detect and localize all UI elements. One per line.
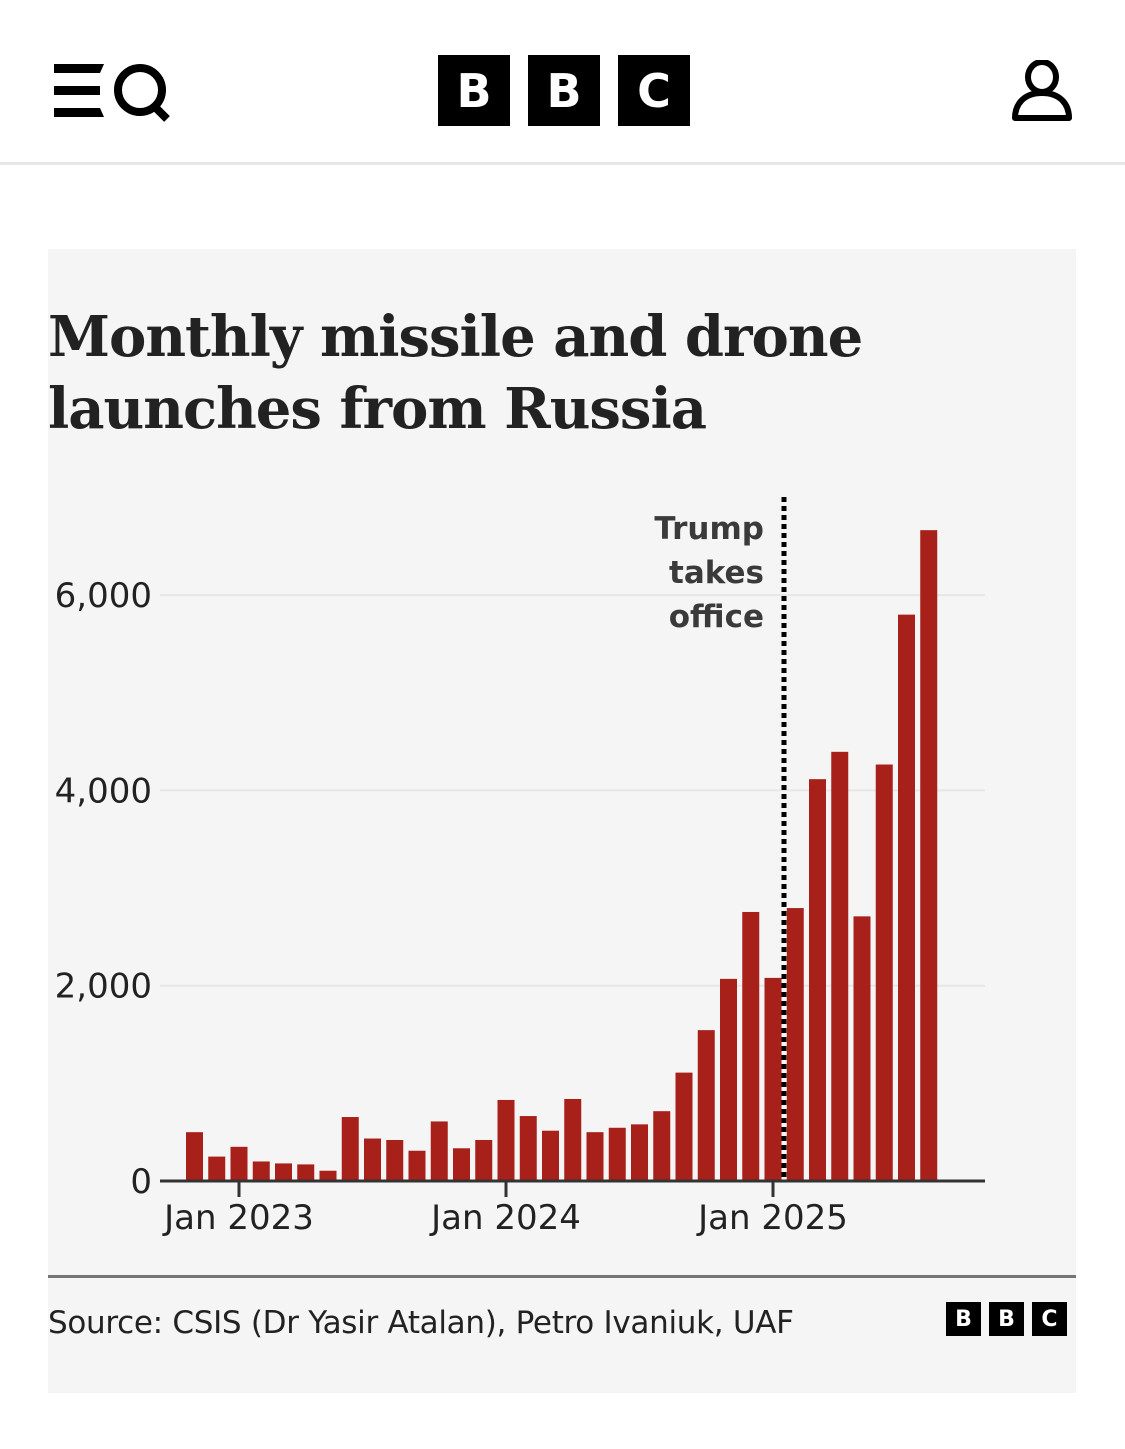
y-tick-label: 0 — [130, 1162, 152, 1202]
x-axis: Jan 2023 Jan 2024 Jan 2025 — [160, 1179, 985, 1238]
bar — [853, 916, 871, 1181]
bar — [608, 1127, 626, 1181]
logo-letter: C — [1032, 1302, 1067, 1336]
annotation-text: Trump — [654, 511, 764, 547]
bar — [341, 1117, 359, 1181]
bar — [408, 1150, 426, 1181]
bar — [252, 1161, 270, 1181]
logo-letter: B — [989, 1302, 1024, 1336]
annotation-text: office — [669, 599, 764, 635]
site-header: B B C — [0, 0, 1125, 165]
y-tick-label: 4,000 — [55, 771, 152, 811]
bar — [742, 911, 760, 1181]
bar — [275, 1163, 292, 1181]
bar — [764, 977, 782, 1181]
bar — [831, 751, 849, 1181]
bar — [364, 1138, 381, 1181]
x-tick-label: Jan 2023 — [162, 1198, 314, 1238]
bar — [631, 1124, 648, 1181]
bar — [297, 1164, 315, 1181]
bar — [519, 1116, 537, 1181]
bar — [386, 1139, 404, 1181]
annotation-text: takes — [669, 555, 764, 591]
bar — [898, 614, 915, 1181]
footer-bbc-logo: B B C — [946, 1302, 1067, 1336]
bar — [186, 1132, 203, 1181]
bar — [230, 1146, 248, 1181]
logo-letter: B — [946, 1302, 981, 1336]
bar — [542, 1130, 559, 1181]
x-tick-label: Jan 2025 — [696, 1198, 848, 1238]
y-tick-label: 6,000 — [55, 576, 152, 616]
bar — [319, 1170, 337, 1181]
bar — [208, 1156, 226, 1181]
bar — [653, 1111, 671, 1181]
bar — [920, 530, 938, 1181]
chart-panel: Monthly missile and drone launches from … — [48, 249, 1076, 1393]
bar — [786, 908, 804, 1181]
bar — [675, 1072, 693, 1181]
bar — [564, 1098, 582, 1181]
bar — [809, 779, 826, 1181]
bar — [720, 978, 737, 1181]
bar — [586, 1132, 604, 1181]
menu-search-icon[interactable] — [54, 62, 172, 122]
logo-letter: C — [618, 55, 690, 126]
user-icon[interactable] — [1010, 60, 1074, 122]
bbc-logo[interactable]: B B C — [438, 55, 690, 126]
logo-letter: B — [528, 55, 600, 126]
bars — [186, 530, 938, 1181]
bar — [697, 1030, 715, 1181]
footer-divider — [48, 1275, 1076, 1278]
source-text: Source: CSIS (Dr Yasir Atalan), Petro Iv… — [48, 1305, 794, 1341]
bar — [430, 1121, 448, 1181]
annotation: Trump takes office — [654, 497, 787, 1181]
bar — [497, 1099, 515, 1181]
bar — [475, 1139, 493, 1181]
chart-title: Monthly missile and drone launches from … — [48, 304, 863, 442]
bar — [875, 764, 893, 1181]
y-tick-label: 2,000 — [55, 967, 152, 1007]
x-tick-label: Jan 2024 — [429, 1198, 581, 1238]
bar — [453, 1148, 470, 1181]
logo-letter: B — [438, 55, 510, 126]
y-axis-labels: 0 2,000 4,000 6,000 — [55, 576, 152, 1202]
